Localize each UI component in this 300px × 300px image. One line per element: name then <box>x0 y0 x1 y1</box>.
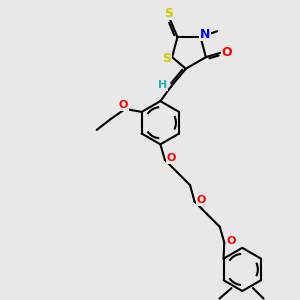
Text: O: O <box>119 100 128 110</box>
Text: O: O <box>222 46 232 59</box>
Text: S: S <box>162 52 171 65</box>
Text: H: H <box>158 80 167 90</box>
Text: O: O <box>196 195 206 205</box>
Text: O: O <box>226 236 236 246</box>
Text: O: O <box>167 153 176 164</box>
Text: S: S <box>164 7 173 20</box>
Text: N: N <box>200 28 210 41</box>
